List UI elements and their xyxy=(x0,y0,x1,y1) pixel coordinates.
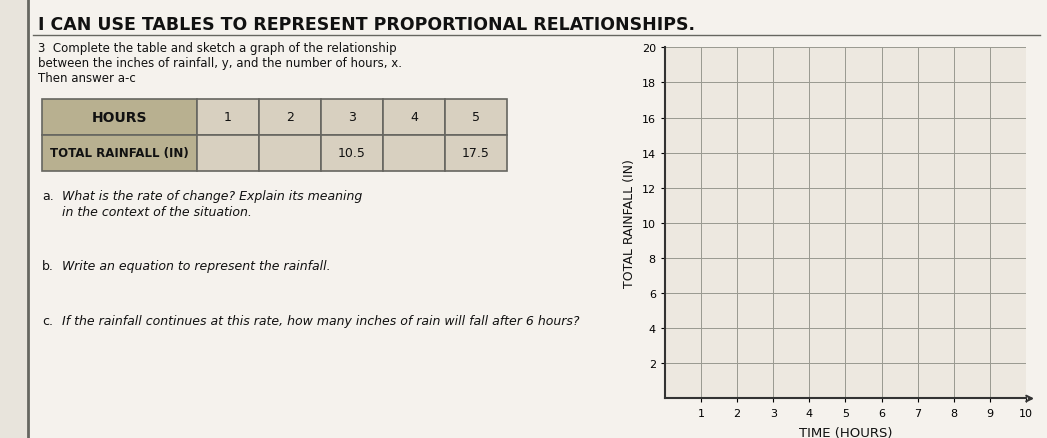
Text: 5: 5 xyxy=(472,111,480,124)
Bar xyxy=(321,136,383,172)
Text: 3  Complete the table and sketch a graph of the relationship: 3 Complete the table and sketch a graph … xyxy=(38,42,397,55)
Bar xyxy=(445,136,507,172)
Text: If the rainfall continues at this rate, how many inches of rain will fall after : If the rainfall continues at this rate, … xyxy=(62,314,579,327)
Text: 1: 1 xyxy=(224,111,232,124)
Bar xyxy=(197,136,259,172)
Text: c.: c. xyxy=(42,314,53,327)
Bar xyxy=(383,100,445,136)
Text: in the context of the situation.: in the context of the situation. xyxy=(62,205,252,219)
X-axis label: TIME (HOURS): TIME (HOURS) xyxy=(799,426,892,438)
Text: Write an equation to represent the rainfall.: Write an equation to represent the rainf… xyxy=(62,259,331,272)
Text: TOTAL RAINFALL (IN): TOTAL RAINFALL (IN) xyxy=(50,147,188,160)
Text: I CAN USE TABLES TO REPRESENT PROPORTIONAL RELATIONSHIPS.: I CAN USE TABLES TO REPRESENT PROPORTION… xyxy=(38,16,695,34)
Text: Then answer a-c: Then answer a-c xyxy=(38,72,136,85)
Bar xyxy=(42,136,197,172)
Bar xyxy=(445,100,507,136)
Bar xyxy=(259,136,321,172)
Text: 10.5: 10.5 xyxy=(338,147,366,160)
Bar xyxy=(321,100,383,136)
Bar xyxy=(259,100,321,136)
Bar xyxy=(197,100,259,136)
Text: 17.5: 17.5 xyxy=(462,147,490,160)
Text: 3: 3 xyxy=(348,111,356,124)
Text: a.: a. xyxy=(42,190,53,202)
Y-axis label: TOTAL RAINFALL (IN): TOTAL RAINFALL (IN) xyxy=(623,159,637,288)
Bar xyxy=(42,100,197,136)
Text: between the inches of rainfall, y, and the number of hours, x.: between the inches of rainfall, y, and t… xyxy=(38,57,402,70)
Text: What is the rate of change? Explain its meaning: What is the rate of change? Explain its … xyxy=(62,190,362,202)
Text: 4: 4 xyxy=(410,111,418,124)
Text: HOURS: HOURS xyxy=(92,111,148,125)
Text: b.: b. xyxy=(42,259,53,272)
Bar xyxy=(383,136,445,172)
Text: 2: 2 xyxy=(286,111,294,124)
